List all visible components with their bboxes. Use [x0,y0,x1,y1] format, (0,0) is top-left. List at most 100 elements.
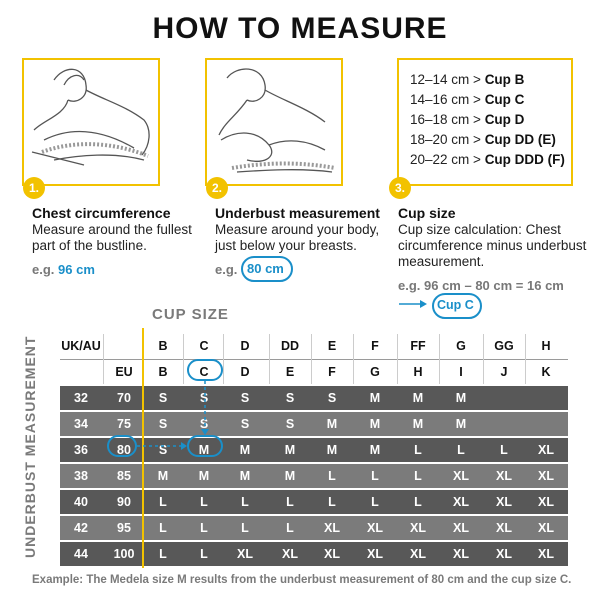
step-1-desc-line: Measure around the fullest [32,222,192,237]
bra-size-cell: L [414,443,422,457]
footer-note: Example: The Medela size M results from … [32,574,572,586]
bra-size-cell: M [198,443,210,457]
bra-size-cell: XL [324,547,340,561]
bra-size-cell: XL [538,469,554,483]
bra-size-cell: M [412,417,424,431]
cup-range-list: 12–14 cm > Cup B 14–16 cm > Cup C 16–18 … [410,70,565,170]
bra-size-cell: I [459,365,463,379]
bra-size-cell: K [541,365,551,379]
bra-size-cell: XL [367,547,383,561]
uk-size-cell: UK/AU [61,339,101,353]
bra-size-cell: XL [237,547,253,561]
bra-size-cell: M [239,443,251,457]
bra-size-cell: L [286,521,294,535]
bra-size-cell: H [541,339,551,353]
grid-line [103,334,104,384]
bra-size-cell: XL [453,495,469,509]
bra-size-cell: L [159,547,167,561]
bra-size-cell: S [158,391,168,405]
grid-line [183,334,184,384]
bra-size-cell: M [369,443,381,457]
bra-size-cell: L [371,469,379,483]
bra-size-cell: L [159,495,167,509]
bra-size-cell: S [199,417,209,431]
bra-size-cell: L [159,521,167,535]
bra-size-cell: XL [496,469,512,483]
bra-size-cell: XL [410,547,426,561]
bra-size-cell: XL [453,547,469,561]
step-1-title: Chest circumference [32,205,171,221]
cup-range-frame [397,58,573,186]
bra-size-cell: L [286,495,294,509]
header-row-eu: EU B C D E F G H I J K [60,360,568,384]
grid-line [483,334,484,384]
bra-size-cell: D [240,339,250,353]
bra-size-cell: M [455,391,467,405]
eu-size-cell: 75 [117,417,131,431]
eu-size-cell: EU [115,365,133,379]
bra-size-cell: L [328,495,336,509]
bra-size-cell: XL [496,547,512,561]
cup-range-item: 16–18 cm > Cup D [410,112,525,127]
bra-size-cell: M [326,443,338,457]
eu-size-cell: 80 [117,443,131,457]
bra-size-cell: G [370,365,380,379]
bra-size-cell: XL [538,443,554,457]
uk-size-cell: 40 [74,495,88,509]
header-row-ukau: UK/AU B C D DD E F FF G GG H [60,334,568,358]
uk-size-cell: 38 [74,469,88,483]
bra-size-cell: FF [410,339,426,353]
bra-size-cell: GG [494,339,514,353]
eu-size-cell: 95 [117,521,131,535]
bra-size-cell: B [158,365,168,379]
bra-size-cell: M [369,391,381,405]
bra-size-cell: L [414,469,422,483]
page-title: HOW TO MEASURE [152,12,448,45]
step-3-title: Cup size [398,205,456,221]
table-row: 36 80 S M M M M M L L L XL [60,438,568,462]
bra-size-cell: L [241,521,249,535]
bra-size-cell: M [284,469,296,483]
cup-result: Cup C [437,298,474,312]
bra-size-cell: M [198,469,210,483]
bra-size-cell: G [456,339,466,353]
bra-size-cell: C [199,365,209,379]
step-3-example: e.g. 96 cm – 80 cm = 16 cm [398,278,564,293]
table-row: 32 70 S S S S S M M M [60,386,568,410]
bra-size-cell: E [327,339,337,353]
step-2-example-prefix: e.g. [215,262,238,277]
bra-size-cell: M [326,417,338,431]
bra-size-cell: XL [538,547,554,561]
grid-line [311,334,312,384]
bra-size-cell: XL [367,521,383,535]
bra-size-cell: S [199,391,209,405]
uk-size-cell: 44 [74,547,88,561]
bra-size-cell: L [241,495,249,509]
bra-size-cell: XL [453,469,469,483]
bra-size-cell: S [158,417,168,431]
step-2-desc-line: Measure around your body, [215,222,380,237]
bra-size-cell: L [414,495,422,509]
eu-size-cell: 85 [117,469,131,483]
underbust-measure-illustration [218,68,336,173]
chest-measure-illustration [31,68,150,166]
underbust-illustration-frame [205,58,343,186]
step-2-desc-line: just below your breasts. [215,238,357,253]
bra-size-cell: S [285,391,295,405]
size-divider [142,328,144,568]
cup-range-item: 18–20 cm > Cup DD (E) [410,132,556,147]
cup-range-item: 12–14 cm > Cup B [410,72,525,87]
bra-size-cell: J [500,365,508,379]
cup-range-item: 14–16 cm > Cup C [410,92,525,107]
grid-line [223,334,224,384]
bra-size-cell: S [240,391,250,405]
grid-line [269,334,270,384]
underbust-example-circle [241,256,293,282]
bra-size-cell: F [328,365,336,379]
bra-size-cell: D [240,365,250,379]
step-3-desc-line: Cup size calculation: Chest [398,222,561,237]
step-2-example-value: 80 cm [247,261,284,276]
bra-size-cell: F [371,339,379,353]
grid-line [439,334,440,384]
step-2-title: Underbust measurement [215,205,380,221]
